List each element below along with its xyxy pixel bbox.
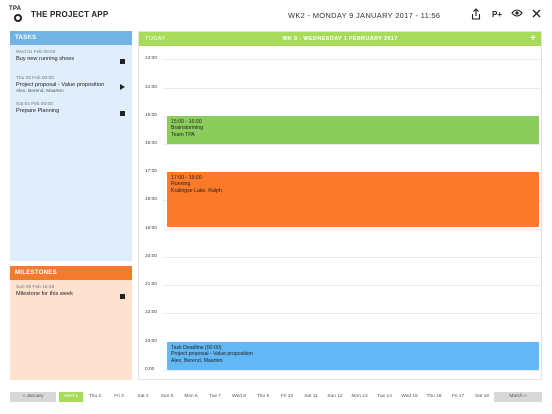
task-assignees: Alex, Berend, Maarten	[16, 89, 64, 94]
event-subtitle: Kralingse Lake, Ralph	[171, 187, 222, 194]
prev-month-button[interactable]: « January	[10, 392, 56, 402]
hour-label: 22:00	[145, 310, 158, 315]
logo-text: TPA	[9, 6, 22, 12]
calendar-date-label: WK 5 - WEDNESDAY 1 FEBRUARY 2017	[282, 36, 398, 42]
day-tab[interactable]: Mon 6	[184, 394, 198, 399]
today-button[interactable]: TODAY	[145, 36, 166, 42]
hour-row: 13:00	[139, 56, 541, 61]
play-icon[interactable]	[120, 84, 125, 90]
hour-label: 16:00	[145, 141, 158, 146]
hour-label: 21:00	[145, 282, 158, 287]
event-title: Running	[171, 181, 191, 188]
hour-row: 20:00	[139, 254, 541, 259]
event-time: 17:00 - 19:00	[171, 175, 202, 181]
task-item[interactable]: Thu 02 Feb 00:00 Project proposal - Valu…	[10, 71, 132, 97]
day-tab[interactable]: Thu 9	[256, 394, 270, 399]
app-header: TPA THE PROJECT APP WK2 - MONDAY 9 JANUA…	[0, 0, 552, 30]
task-item[interactable]: Wed 01 Feb 00:00 Buy new running shoes	[10, 45, 132, 71]
day-tab[interactable]: Sat 4	[137, 394, 149, 399]
hour-row: 14:00	[139, 85, 541, 90]
event-time: Task Deadline (00:00)	[171, 345, 222, 351]
day-tab[interactable]: Fri 17	[451, 394, 465, 399]
add-event-icon[interactable]: +	[530, 33, 536, 44]
stop-square-icon[interactable]	[120, 59, 125, 64]
task-date: Wed 01 Feb 00:00	[16, 50, 56, 55]
milestone-title: Milestone for this week	[16, 291, 73, 297]
hour-label: 19:00	[145, 226, 158, 231]
stop-square-icon[interactable]	[120, 111, 125, 116]
stop-square-icon[interactable]	[120, 294, 125, 299]
calendar-event[interactable]: Task Deadline (00:00) Project proposal -…	[167, 342, 539, 370]
hour-label: 13:00	[145, 56, 158, 61]
logo-mark	[14, 14, 22, 22]
hour-label: 14:00	[145, 85, 158, 90]
task-date: Thu 02 Feb 00:00	[16, 76, 54, 81]
event-subtitle: Team TPA	[171, 131, 195, 138]
task-date: Sat 04 Feb 00:00	[16, 102, 53, 107]
share-icon[interactable]	[470, 8, 482, 22]
calendar-event[interactable]: 17:00 - 19:00 Running Kralingse Lake, Ra…	[167, 172, 539, 227]
calendar-header: WK 5 - WEDNESDAY 1 FEBRUARY 2017 TODAY +	[139, 32, 541, 46]
hour-label: 15:00	[145, 113, 158, 118]
hour-label: 20:00	[145, 254, 158, 259]
day-tab[interactable]: Tue 7	[208, 394, 222, 399]
hour-row: 21:00	[139, 282, 541, 287]
hour-label: 17:00	[145, 169, 158, 174]
day-tab[interactable]: Tue 14	[377, 394, 392, 399]
task-title: Buy new running shoes	[16, 56, 75, 62]
hour-row: 19:00	[139, 226, 541, 231]
next-month-button[interactable]: March »	[494, 392, 542, 402]
day-tab[interactable]: Wed 8	[232, 394, 246, 399]
day-tab[interactable]: Mon 13	[351, 394, 368, 399]
day-calendar: WK 5 - WEDNESDAY 1 FEBRUARY 2017 TODAY +…	[138, 31, 542, 380]
hour-label: 0:00	[145, 367, 155, 372]
event-subtitle: Alex, Berend, Maarten	[171, 357, 223, 364]
day-tab[interactable]: Sun 5	[160, 394, 174, 399]
hour-label: 18:00	[145, 197, 158, 202]
tasks-header: TASKS	[10, 31, 132, 45]
day-tab[interactable]: Wed 15	[401, 394, 418, 399]
day-tab[interactable]: Fri 10	[280, 394, 294, 399]
hour-row: 0:00	[139, 367, 541, 372]
task-title: Prepare Planning	[16, 108, 60, 114]
milestones-header: MILESTONES	[10, 266, 132, 280]
day-navigation: « January Wed 1 Thu 2 Fri 3 Sat 4 Sun 5 …	[10, 392, 542, 402]
day-tab[interactable]: Sun 12	[327, 394, 343, 399]
day-tab[interactable]: Sat 18	[475, 394, 489, 399]
milestones-panel: MILESTONES Sun 05 Feb 16:45 Milestone fo…	[10, 266, 132, 380]
current-datetime: WK2 - MONDAY 9 JANUARY 2017 - 11:56	[288, 11, 441, 20]
hour-row: 16:00	[139, 141, 541, 146]
day-tab[interactable]: Wed 1	[59, 392, 83, 402]
day-tab[interactable]: Sat 11	[304, 394, 318, 399]
day-tab[interactable]: Thu 2	[88, 394, 102, 399]
person-plus-icon[interactable]: P+	[491, 10, 502, 19]
tasks-panel: TASKS Wed 01 Feb 00:00 Buy new running s…	[10, 31, 132, 261]
eye-icon[interactable]	[510, 8, 524, 22]
event-title: Brainstorming	[171, 125, 204, 132]
calendar-event[interactable]: 15:00 - 16:00 Brainstorming Team TPA	[167, 116, 539, 144]
close-icon[interactable]	[530, 8, 542, 22]
event-time: 15:00 - 16:00	[171, 119, 202, 125]
milestone-item[interactable]: Sun 05 Feb 16:45 Milestone for this week	[10, 280, 132, 306]
day-tab[interactable]: Fri 3	[114, 394, 124, 399]
task-item[interactable]: Sat 04 Feb 00:00 Prepare Planning	[10, 97, 132, 123]
hour-label: 23:00	[145, 339, 158, 344]
event-title: Project proposal - Value proposition	[171, 351, 253, 358]
day-tab[interactable]: Thu 16	[426, 394, 442, 399]
app-title: THE PROJECT APP	[31, 10, 109, 19]
milestone-date: Sun 05 Feb 16:45	[16, 285, 55, 290]
hour-row: 22:00	[139, 310, 541, 315]
task-title: Project proposal - Value proposition	[16, 82, 105, 88]
app-logo: TPA	[9, 6, 23, 24]
